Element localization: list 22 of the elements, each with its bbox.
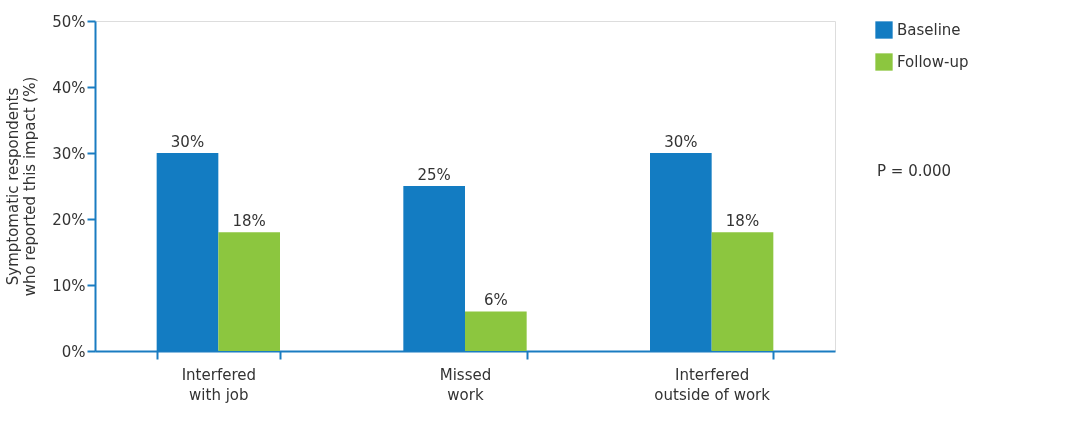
legend-label: Baseline xyxy=(897,21,961,39)
x-tick-label: Interfered outside of work xyxy=(654,365,771,404)
x-tick-label: Missed work xyxy=(439,365,492,404)
y-tick-label: 0% xyxy=(61,342,86,361)
y-tick-label: 30% xyxy=(52,144,86,163)
y-tick-label: 50% xyxy=(52,12,86,31)
data-label: 6% xyxy=(483,291,508,310)
bar xyxy=(218,232,280,351)
x-tick-label: Interfered with job xyxy=(181,365,256,404)
bar xyxy=(465,311,527,351)
legend-label: Follow-up xyxy=(897,53,969,71)
bar xyxy=(711,232,774,351)
text: P = 0.000 xyxy=(877,162,952,180)
data-label: 30% xyxy=(170,133,205,151)
y-tick-label: 20% xyxy=(52,210,86,229)
data-label: 25% xyxy=(417,166,451,184)
y-axis-title: Symptomatic respondents who reported this impact (%) xyxy=(4,76,40,297)
y-tick-label: 10% xyxy=(52,276,86,295)
data-label: 18% xyxy=(232,212,266,231)
data-label: 18% xyxy=(725,212,760,231)
data-label: 30% xyxy=(664,133,698,151)
y-tick-label: 40% xyxy=(52,78,86,97)
